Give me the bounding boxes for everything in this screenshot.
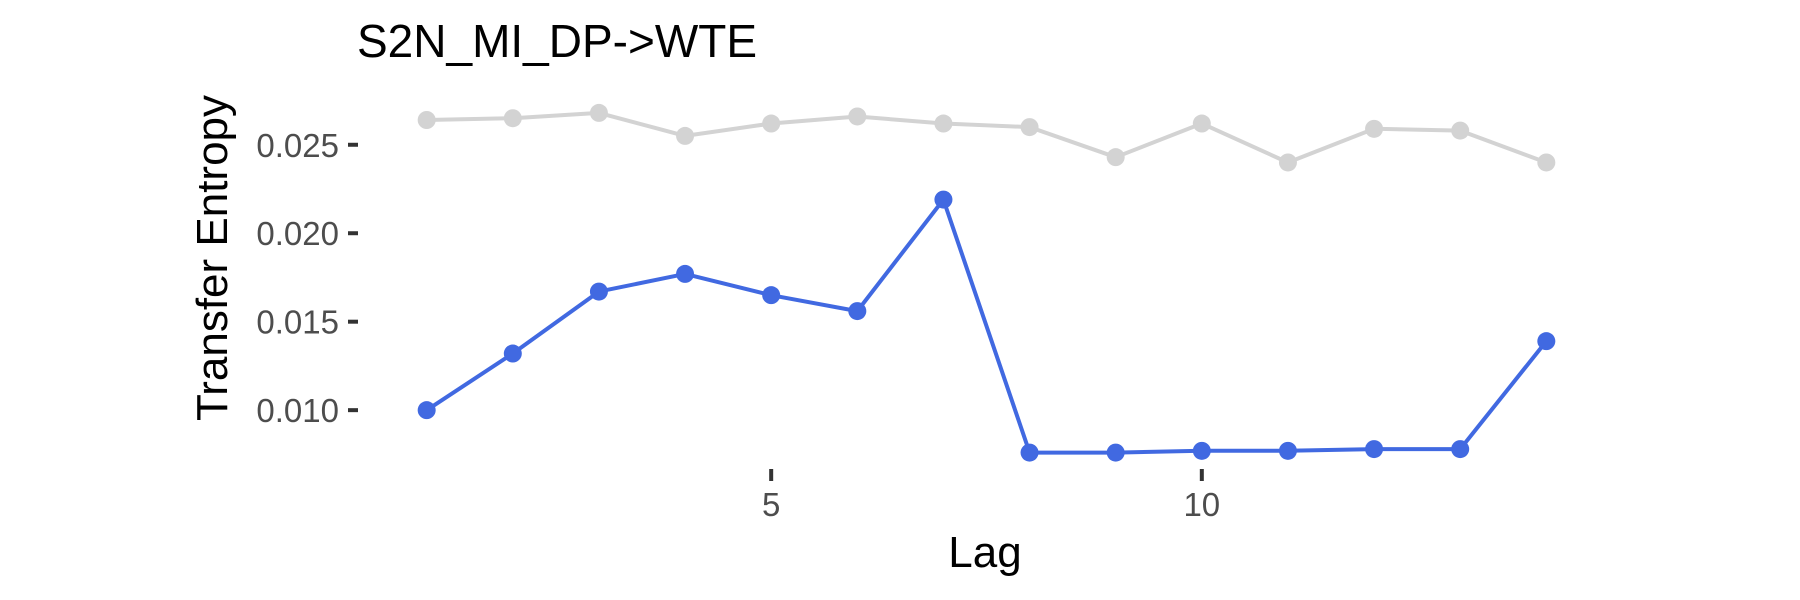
data-point bbox=[676, 264, 695, 283]
data-point bbox=[1192, 441, 1211, 460]
data-point bbox=[1106, 148, 1125, 167]
y-axis: 0.010 0.015 0.020 0.025 bbox=[256, 127, 358, 429]
data-point bbox=[503, 109, 522, 128]
data-point bbox=[1192, 114, 1211, 133]
data-point bbox=[1020, 443, 1039, 462]
x-tick-label: 10 bbox=[1183, 486, 1220, 523]
data-point bbox=[762, 114, 781, 133]
data-point bbox=[417, 401, 436, 420]
y-axis-title: Transfer Entropy bbox=[188, 95, 237, 421]
y-tick-label: 0.010 bbox=[256, 392, 339, 429]
data-point bbox=[1020, 118, 1039, 137]
data-point bbox=[1278, 153, 1297, 172]
data-point bbox=[417, 111, 436, 129]
data-point bbox=[589, 103, 608, 122]
data-point bbox=[1365, 440, 1384, 459]
data-point bbox=[762, 286, 781, 305]
y-tick-label: 0.020 bbox=[256, 215, 339, 252]
data-point bbox=[589, 282, 608, 301]
series-2 bbox=[417, 190, 1556, 462]
data-point bbox=[1106, 443, 1125, 462]
series-line bbox=[425, 197, 1548, 455]
data-point bbox=[1451, 121, 1470, 140]
y-tick-label: 0.025 bbox=[256, 127, 339, 164]
data-point bbox=[1537, 332, 1556, 351]
data-point bbox=[1451, 440, 1470, 459]
data-point bbox=[676, 126, 695, 145]
x-axis: 5 10 bbox=[762, 469, 1220, 523]
series-layer bbox=[417, 103, 1556, 462]
data-point bbox=[1365, 119, 1384, 138]
data-point bbox=[934, 190, 953, 209]
data-point bbox=[1537, 153, 1556, 172]
x-tick-label: 5 bbox=[762, 486, 780, 523]
data-point bbox=[503, 344, 522, 363]
chart-title: S2N_MI_DP->WTE bbox=[357, 15, 757, 67]
data-point bbox=[848, 302, 867, 321]
data-point bbox=[1278, 441, 1297, 460]
data-point bbox=[848, 107, 867, 126]
data-point bbox=[934, 114, 953, 133]
x-axis-title: Lag bbox=[948, 528, 1021, 577]
series-1 bbox=[417, 103, 1556, 172]
y-tick-label: 0.015 bbox=[256, 304, 339, 341]
series-line bbox=[426, 110, 1547, 165]
